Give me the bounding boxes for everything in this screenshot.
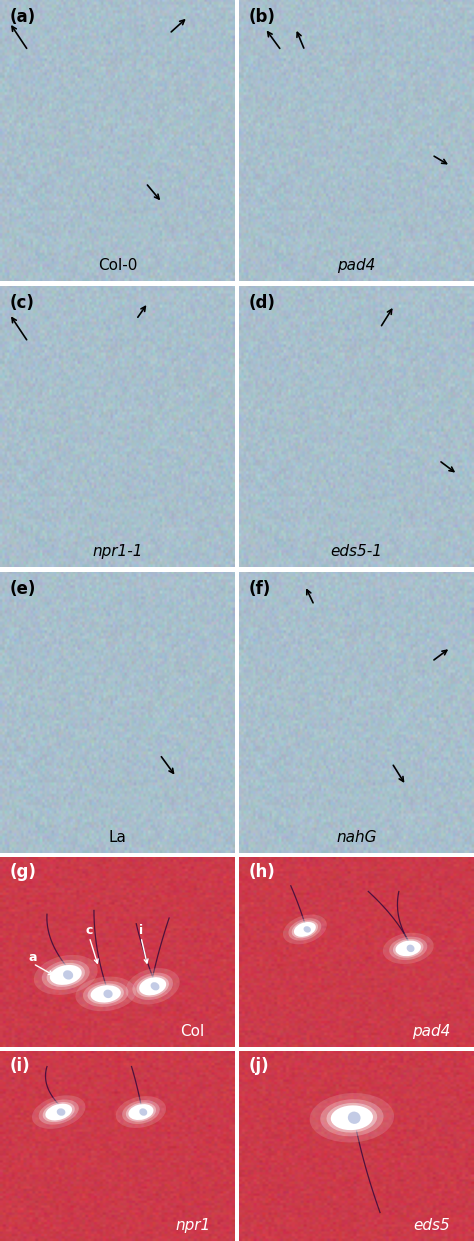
Ellipse shape (303, 926, 311, 932)
Text: c: c (86, 925, 93, 937)
Ellipse shape (132, 973, 173, 1000)
Text: (f): (f) (248, 580, 271, 598)
Text: eds5: eds5 (413, 1219, 450, 1234)
Text: npr1: npr1 (175, 1219, 210, 1234)
Ellipse shape (139, 977, 166, 995)
Ellipse shape (139, 1108, 147, 1116)
Ellipse shape (43, 1102, 75, 1122)
Ellipse shape (50, 965, 82, 985)
Ellipse shape (407, 944, 415, 952)
Ellipse shape (327, 1103, 377, 1133)
Ellipse shape (348, 1112, 361, 1124)
Ellipse shape (88, 983, 124, 1004)
Ellipse shape (122, 1100, 160, 1124)
Text: i: i (139, 925, 143, 937)
Ellipse shape (288, 918, 321, 941)
Text: (d): (d) (248, 294, 275, 313)
Text: (j): (j) (248, 1057, 269, 1075)
Ellipse shape (320, 1100, 383, 1137)
Ellipse shape (116, 1096, 166, 1128)
Ellipse shape (395, 941, 421, 956)
Ellipse shape (75, 977, 136, 1011)
Text: (i): (i) (9, 1057, 30, 1075)
Text: eds5-1: eds5-1 (330, 544, 383, 558)
Text: (g): (g) (9, 862, 36, 881)
Text: Col-0: Col-0 (98, 258, 137, 273)
Text: La: La (109, 829, 127, 845)
Ellipse shape (283, 915, 327, 944)
Ellipse shape (91, 985, 121, 1003)
Ellipse shape (32, 1096, 85, 1129)
Text: (h): (h) (248, 862, 275, 881)
Ellipse shape (393, 939, 423, 958)
Text: a: a (28, 951, 37, 963)
Ellipse shape (389, 937, 427, 961)
Ellipse shape (103, 989, 113, 998)
Text: (a): (a) (9, 9, 36, 26)
Ellipse shape (137, 975, 169, 998)
Ellipse shape (126, 968, 180, 1004)
Ellipse shape (126, 1102, 156, 1122)
Ellipse shape (383, 933, 434, 964)
Ellipse shape (57, 1108, 65, 1116)
Ellipse shape (63, 970, 73, 979)
Text: pad4: pad4 (337, 258, 376, 273)
Ellipse shape (34, 954, 98, 995)
Ellipse shape (42, 961, 90, 990)
Ellipse shape (46, 963, 85, 987)
Ellipse shape (151, 982, 159, 990)
Ellipse shape (46, 1103, 72, 1121)
Text: Col: Col (181, 1024, 205, 1040)
Ellipse shape (39, 1100, 79, 1124)
Text: (c): (c) (9, 294, 34, 313)
Text: nahG: nahG (337, 829, 377, 845)
Text: (b): (b) (248, 9, 275, 26)
Ellipse shape (310, 1093, 394, 1143)
Ellipse shape (83, 980, 128, 1006)
Ellipse shape (292, 921, 318, 938)
Text: npr1-1: npr1-1 (92, 544, 143, 558)
Ellipse shape (128, 1104, 154, 1121)
Text: (e): (e) (9, 580, 36, 598)
Ellipse shape (331, 1106, 373, 1131)
Ellipse shape (294, 922, 316, 937)
Text: pad4: pad4 (412, 1024, 451, 1040)
